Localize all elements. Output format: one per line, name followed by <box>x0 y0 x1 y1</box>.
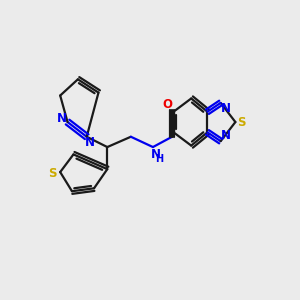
Text: O: O <box>162 98 172 111</box>
Text: N: N <box>85 136 94 149</box>
Text: S: S <box>49 167 57 180</box>
Text: S: S <box>238 116 246 128</box>
Text: N: N <box>220 102 230 115</box>
Text: H: H <box>155 154 164 164</box>
Text: N: N <box>151 148 161 161</box>
Text: N: N <box>57 112 67 125</box>
Text: N: N <box>220 129 230 142</box>
